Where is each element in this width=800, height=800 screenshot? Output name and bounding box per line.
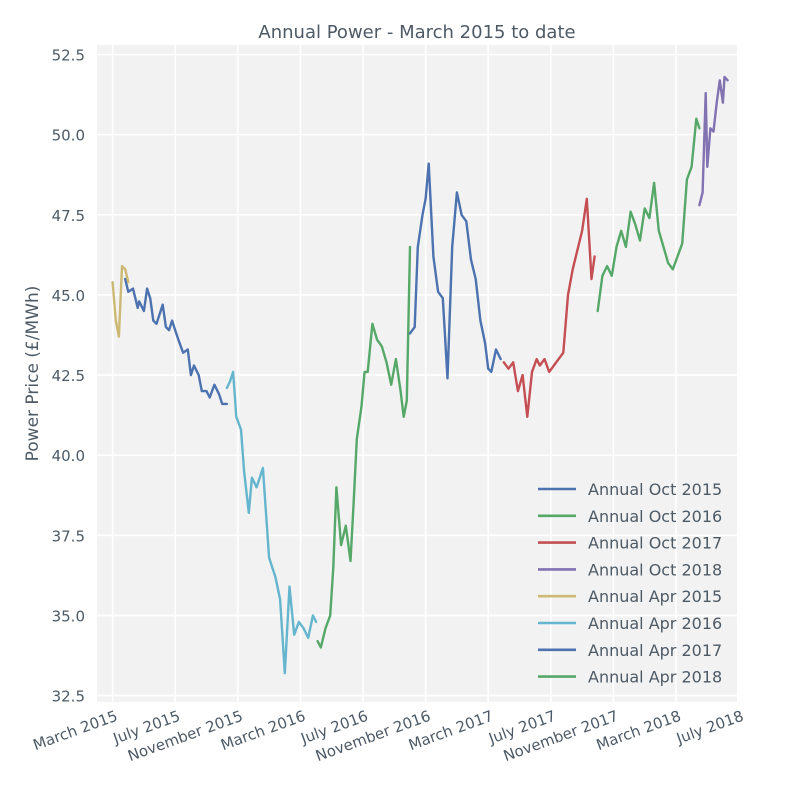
y-tick-label: 52.5 [52,47,85,65]
plot-area [97,45,737,702]
x-tick-label: March 2015 [31,707,120,754]
y-tick-label: 40.0 [52,447,85,465]
series-line-annual-oct-2017 [502,197,596,418]
y-axis: 32.5 35.0 37.5 40.0 42.5 45.0 47.5 50.0 52.5 [52,47,85,706]
y-tick-label: 35.0 [52,607,85,625]
series-lines [111,75,729,675]
series-line-annual-apr-2017 [408,162,502,380]
y-tick-label: 42.5 [52,367,85,385]
y-tick-label: 45.0 [52,287,85,305]
legend-entry: Annual Oct 2016 [588,507,722,526]
series-line-annual-apr-2015 [111,264,130,338]
x-tick-label: July 2018 [673,707,746,748]
y-tick-label: 37.5 [52,527,85,545]
series-line-annual-oct-2015 [123,277,229,406]
legend-entry: Annual Oct 2017 [588,534,722,553]
series-line-annual-oct-2018 [698,75,729,207]
legend: Annual Oct 2015 Annual Oct 2016 Annual Oct… [538,480,722,687]
legend-entry: Annual Apr 2018 [588,668,722,687]
legend-entry: Annual Apr 2017 [588,641,722,660]
y-tick-label: 32.5 [52,688,85,706]
legend-entry: Annual Oct 2015 [588,480,722,499]
series-line-annual-oct-2016 [316,245,412,649]
legend-entry: Annual Apr 2016 [588,614,722,633]
legend-entry: Annual Oct 2018 [588,560,722,579]
chart-title: Annual Power - March 2015 to date [258,22,575,43]
gridlines [97,45,740,702]
y-tick-label: 50.0 [52,127,85,145]
series-line-annual-apr-2018 [596,117,701,313]
legend-entry: Annual Apr 2015 [588,587,722,606]
y-axis-label: Power Price (£/MWh) [23,286,43,462]
series-line-annual-apr-2016 [225,370,318,675]
y-tick-label: 47.5 [52,207,85,225]
